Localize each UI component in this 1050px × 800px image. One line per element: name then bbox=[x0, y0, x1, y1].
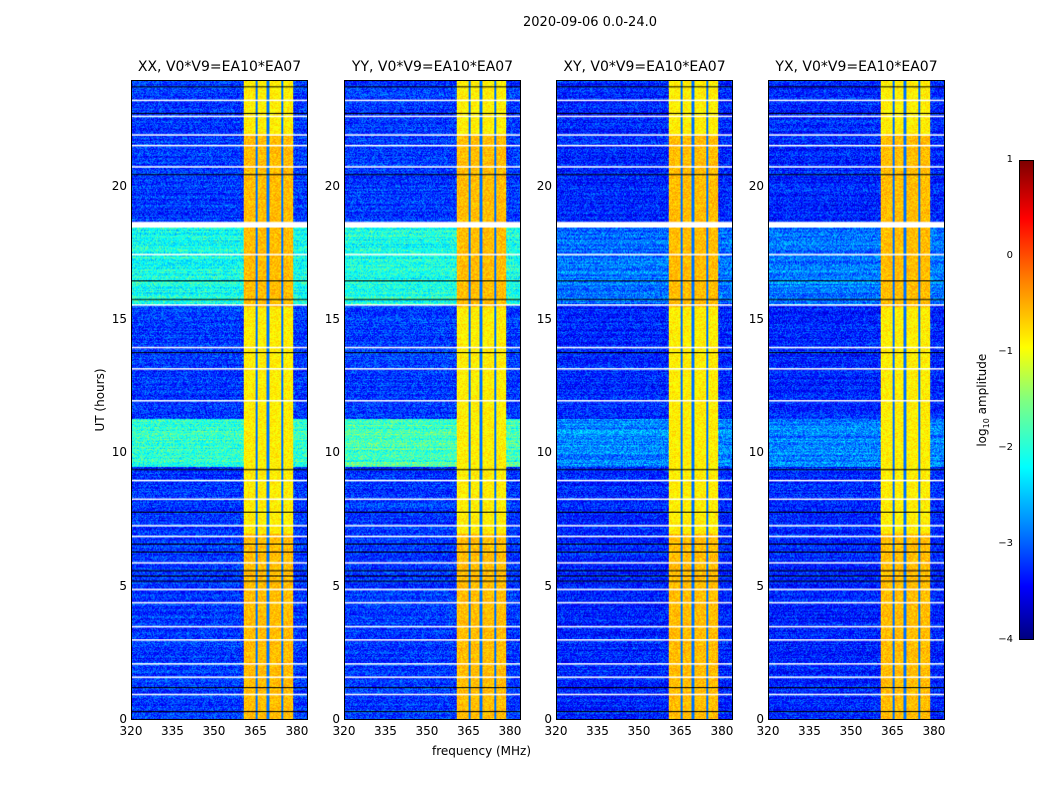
x-tick-label: 335 bbox=[374, 724, 397, 738]
colorbar-tick-label: −4 bbox=[998, 634, 1013, 645]
figure-title: 2020-09-06 0.0-24.0 bbox=[523, 15, 657, 30]
colorbar-tick-label: −1 bbox=[998, 346, 1013, 357]
x-tick-label: 380 bbox=[710, 724, 734, 738]
y-tick-label: 15 bbox=[324, 312, 340, 326]
heatmap-yy bbox=[344, 80, 521, 720]
y-tick-label: 20 bbox=[536, 178, 552, 193]
x-tick-label: 365 bbox=[881, 724, 904, 738]
y-tick-label: 10 bbox=[536, 445, 552, 460]
y-tick-label: 0 bbox=[544, 712, 552, 726]
y-tick-label: 5 bbox=[756, 578, 764, 593]
x-tick-label: 365 bbox=[669, 724, 692, 738]
x-tick-label: 335 bbox=[798, 724, 821, 738]
colorbar-tick-label: −3 bbox=[998, 538, 1013, 549]
colorbar-tick-label: −2 bbox=[998, 442, 1013, 453]
y-tick-label: 0 bbox=[332, 712, 340, 726]
x-tick-label: 365 bbox=[244, 724, 267, 738]
panel-title: XX, V0*V9=EA10*EA07 bbox=[137, 59, 302, 75]
x-axis-label: frequency (MHz) bbox=[432, 744, 532, 758]
panel-title: YX, V0*V9=EA10*EA07 bbox=[775, 59, 938, 75]
colorbar bbox=[1019, 160, 1034, 640]
x-tick-label: 350 bbox=[839, 724, 863, 738]
x-tick-label: 350 bbox=[627, 724, 651, 738]
x-tick-label: 365 bbox=[457, 724, 480, 738]
y-tick-label: 15 bbox=[111, 312, 127, 326]
x-tick-label: 380 bbox=[498, 724, 522, 738]
y-tick-label: 15 bbox=[748, 312, 764, 326]
colorbar-tick-label: 0 bbox=[1006, 250, 1013, 261]
x-tick-label: 320 bbox=[756, 724, 780, 738]
y-tick-label: 0 bbox=[756, 712, 764, 726]
y-axis-label: UT (hours) bbox=[93, 368, 107, 432]
x-tick-label: 350 bbox=[202, 724, 226, 738]
x-tick-label: 335 bbox=[161, 724, 184, 738]
y-tick-label: 10 bbox=[111, 445, 127, 460]
x-tick-label: 320 bbox=[544, 724, 568, 738]
y-tick-label: 0 bbox=[119, 712, 127, 726]
heatmap-xy bbox=[556, 80, 733, 720]
panel-title: XY, V0*V9=EA10*EA07 bbox=[563, 59, 726, 75]
y-tick-label: 5 bbox=[332, 578, 340, 593]
heatmap-yx bbox=[768, 80, 945, 720]
y-tick-label: 20 bbox=[111, 178, 127, 193]
x-tick-label: 320 bbox=[332, 724, 356, 738]
panel-title: YY, V0*V9=EA10*EA07 bbox=[351, 59, 514, 75]
x-tick-label: 380 bbox=[922, 724, 946, 738]
x-tick-label: 335 bbox=[586, 724, 609, 738]
y-tick-label: 5 bbox=[544, 578, 552, 593]
x-tick-label: 380 bbox=[285, 724, 309, 738]
y-tick-label: 15 bbox=[536, 312, 552, 326]
heatmap-xx bbox=[131, 80, 308, 720]
y-tick-label: 10 bbox=[324, 445, 340, 460]
y-tick-label: 20 bbox=[748, 178, 764, 193]
x-tick-label: 320 bbox=[119, 724, 143, 738]
x-tick-label: 350 bbox=[415, 724, 439, 738]
y-tick-label: 10 bbox=[748, 445, 764, 460]
colorbar-tick-label: 1 bbox=[1006, 154, 1013, 165]
y-tick-label: 5 bbox=[119, 578, 127, 593]
y-tick-label: 20 bbox=[324, 178, 340, 193]
colorbar-label: log10 amplitude bbox=[974, 353, 992, 447]
